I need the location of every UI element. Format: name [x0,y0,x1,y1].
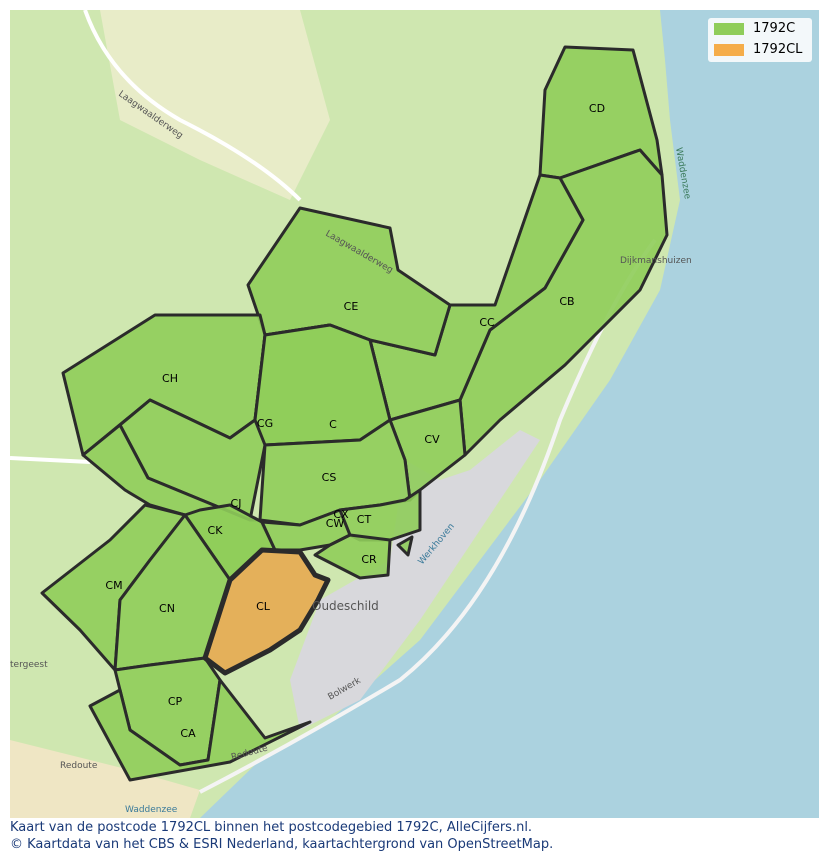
label-CR: CR [361,553,377,566]
field [100,10,330,200]
road-label: Redoute [60,761,98,771]
label-CH: CH [162,372,178,385]
label-CB: CB [559,295,574,308]
legend-label: 1792CL [753,42,803,57]
sea [200,10,819,818]
label-CV: CV [424,433,440,446]
label-CG: CG [257,417,273,430]
legend-swatch [714,22,744,35]
legend-swatch [714,43,744,56]
label-CL: CL [256,600,271,613]
label-CS: CS [322,471,337,484]
area-CL[interactable] [202,547,331,676]
label-CE: CE [344,300,359,313]
label-CC: CC [479,316,495,329]
area-C[interactable] [253,323,392,447]
label-CA: CA [180,727,196,740]
label-C: C [329,418,337,431]
label-CK: CK [208,524,224,537]
map[interactable]: CD CE CC CB CH CG C CV CS CJ CK CW CX CT… [10,10,819,818]
label-CW: CW [326,517,345,530]
label-CN: CN [159,602,175,615]
beach [10,740,200,818]
place-label: tergeest [10,660,48,670]
area-CR[interactable] [313,533,392,580]
label-CP: CP [168,695,183,708]
area-small-east[interactable] [396,535,414,557]
caption-title: Kaart van de postcode 1792CL binnen het … [10,820,533,835]
area-CA[interactable] [88,678,312,782]
caption: Kaart van de postcode 1792CL binnen het … [10,819,553,853]
area-CE[interactable] [246,206,452,357]
sea-label: Waddenzee [125,805,178,815]
legend-label: 1792C [753,21,796,36]
town-label: Oudeschild [312,599,379,613]
caption-attribution: © Kaartdata van het CBS & ESRI Nederland… [10,837,554,852]
legend-item: 1792C [708,18,812,39]
label-CD: CD [589,102,605,115]
label-CX: CX [333,508,349,521]
label-CJ: CJ [231,497,242,510]
road [10,456,91,464]
town-area [290,430,540,730]
legend-item: 1792CL [708,39,812,60]
label-CM: CM [105,579,122,592]
place-label: Dijkmanshuizen [620,256,692,266]
label-CT: CT [357,513,372,526]
legend: 1792C 1792CL [708,18,812,62]
road [83,10,302,202]
